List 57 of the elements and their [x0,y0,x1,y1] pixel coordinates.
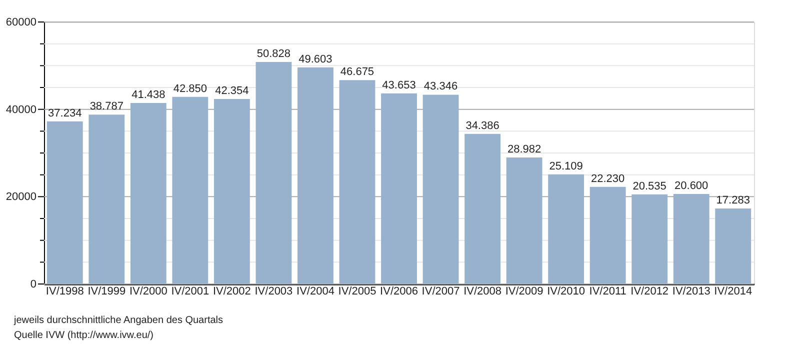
data-label: 28.982 [507,143,542,156]
bar [715,208,752,284]
x-tick-label: IV/2011 [589,286,626,298]
bar [464,134,500,284]
bar [256,62,292,284]
data-label: 17.283 [716,194,750,207]
data-label: 25.109 [549,160,583,172]
data-label: 49.603 [298,53,332,66]
data-label: 43.346 [424,80,458,93]
x-tick-label: IV/2013 [672,286,710,298]
y-tick-label: 40000 [6,104,36,116]
x-tick-label: IV/2002 [212,286,251,298]
x-tick-label: IV/2014 [714,286,752,298]
x-tick-label: IV/1998 [46,286,84,298]
data-label: 37.234 [48,107,82,120]
bar [46,121,83,284]
data-label: 41.438 [132,89,166,102]
bar [548,174,584,284]
data-label: 50.828 [256,48,291,60]
data-label: 38.787 [90,100,124,113]
bar [88,114,125,284]
data-label: 20.600 [674,180,708,192]
data-label: 20.535 [632,180,666,192]
x-tick-label: IV/2004 [296,286,334,298]
x-tick-label: IV/2012 [630,286,669,298]
x-tick-label: IV/2003 [254,286,293,298]
data-label: 43.653 [382,79,416,92]
x-tick-label: IV/2001 [171,286,210,298]
x-tick-label: IV/2006 [380,286,418,298]
bar [590,186,626,284]
x-tick-label: IV/2010 [547,286,586,298]
source-note: Quelle IVW (http://www.ivw.eu/) [14,330,154,341]
data-label: 46.675 [340,66,374,78]
x-tick-label: IV/1999 [88,286,126,298]
bar [381,93,417,284]
bar [339,80,376,284]
bar [172,96,208,284]
text: jeweils durchschnittliche Angaben des Quartals [13,315,224,326]
x-tick-label: IV/2007 [422,286,460,298]
data-label: 42.354 [215,85,249,98]
bar [422,94,459,284]
bar [130,103,166,284]
data-label: 22.230 [590,172,625,185]
bar [298,67,334,284]
x-tick-label: IV/2005 [338,286,376,298]
data-label: 42.850 [173,82,208,95]
y-tick-label: 0 [30,278,36,290]
bar [214,99,250,284]
data-label: 34.386 [466,120,500,132]
bar [673,194,710,284]
y-tick-label: 60000 [6,16,36,28]
y-tick-label: 20000 [6,191,36,204]
bar [506,157,542,284]
x-tick-label: IV/2008 [464,286,502,298]
bar [632,194,668,284]
x-tick-label: IV/2000 [129,286,168,298]
x-tick-label: IV/2009 [505,286,544,298]
